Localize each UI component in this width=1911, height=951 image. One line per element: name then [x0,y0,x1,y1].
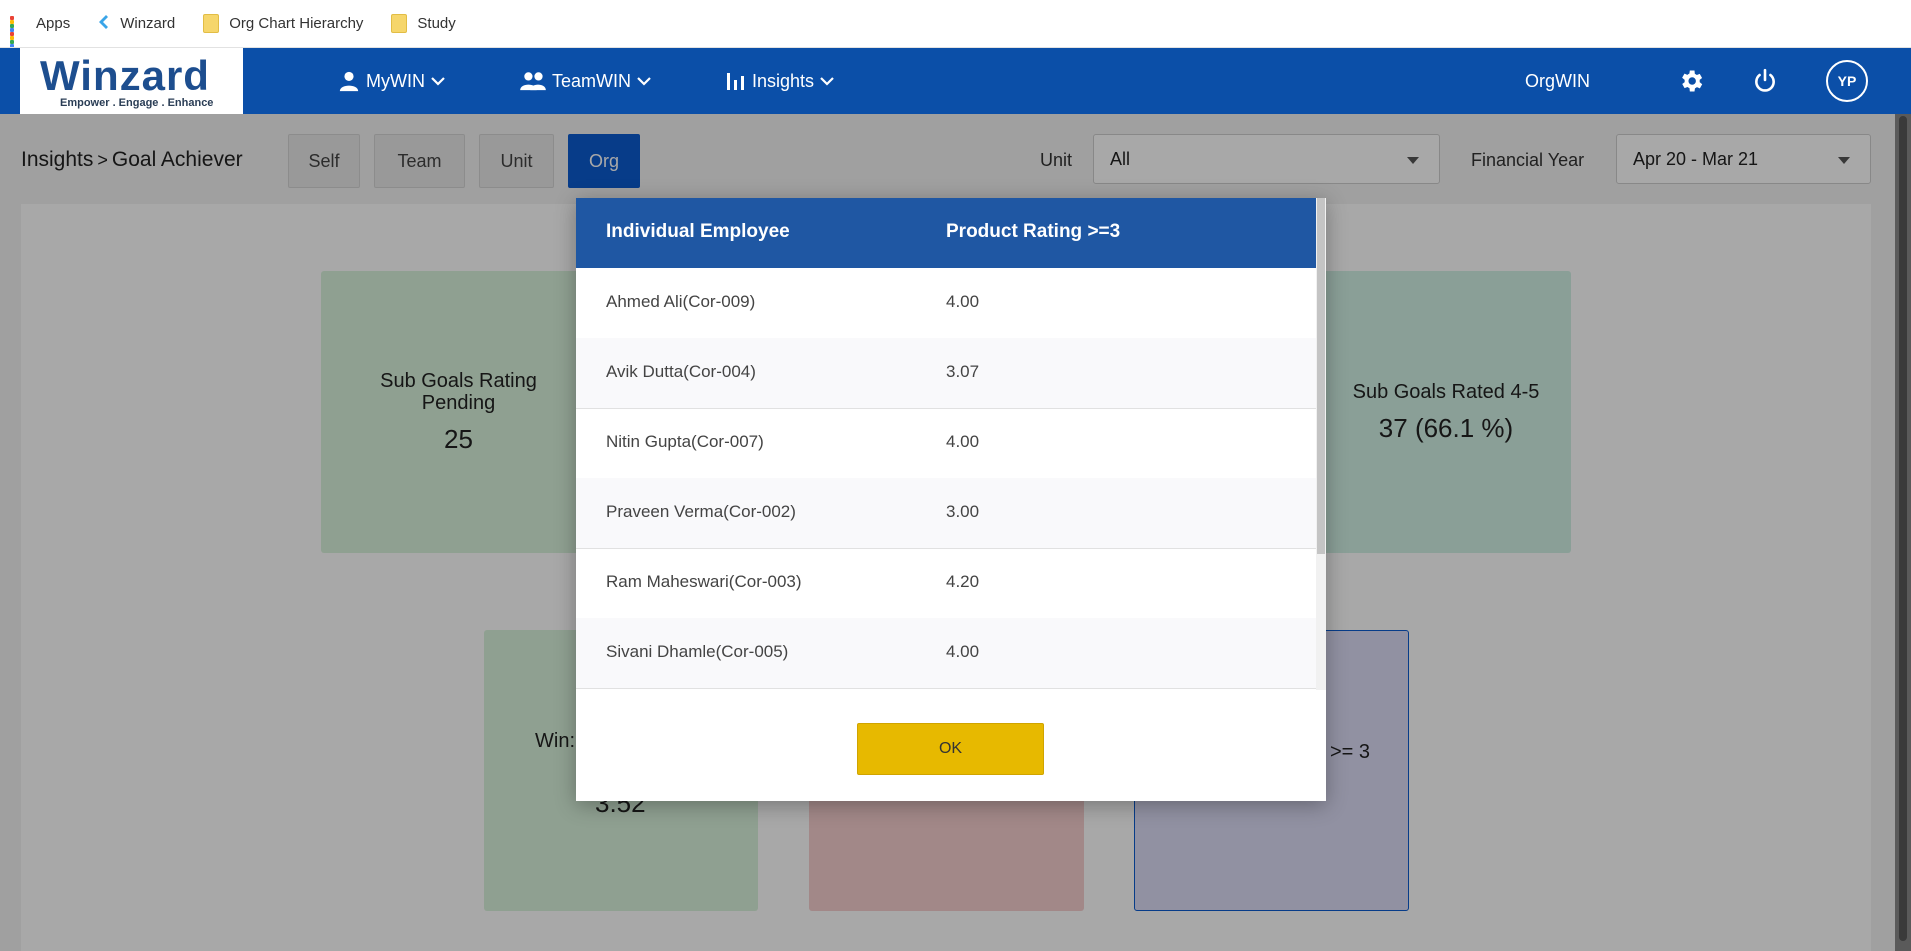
tab-self-label: Self [308,150,340,171]
rating-cell: 4.20 [946,572,980,591]
table-row: Sivani Dhamle(Cor-005) 4.00 [576,618,1316,689]
divider [0,47,1911,48]
winzard-favicon-icon [98,14,110,33]
breadcrumb: Insights > Goal Achiever [21,148,243,172]
column-header-employee: Individual Employee [606,221,790,242]
tab-team[interactable]: Team [374,134,465,188]
card-title: Sub Goals Rated 4-5 [1352,380,1540,403]
bookmarks-bar: Apps Winzard Org Chart Hierarchy Study [0,0,1911,52]
bookmark-apps[interactable]: Apps [10,15,71,52]
folder-icon [391,14,408,33]
gear-icon [1682,70,1703,92]
dropdown-caret-icon [1407,157,1419,164]
logout-button[interactable] [1752,48,1784,114]
tab-unit[interactable]: Unit [479,134,554,188]
page-scrollbar-thumb[interactable] [1899,116,1907,941]
avatar[interactable]: YP [1826,60,1868,102]
person-icon [339,71,359,92]
top-navbar: Winzard Empower . Engage . Enhance MyWIN… [0,48,1911,114]
folder-icon [203,14,220,33]
tab-self[interactable]: Self [288,134,360,188]
employee-rating-dialog: Individual Employee Product Rating >=3 A… [576,198,1326,801]
card-value: 37 (66.1 %) [1378,412,1514,443]
unit-filter-label: Unit [1040,150,1073,170]
column-header-rating: Product Rating >=3 [946,221,1121,242]
financial-year-select[interactable]: Apr 20 - Mar 21 [1616,134,1871,184]
tab-org[interactable]: Org [568,134,640,188]
employee-cell: Avik Dutta(Cor-004) [606,362,756,381]
unit-select-value: All [1110,148,1131,169]
logo-tagline: Empower . Engage . Enhance [60,97,214,109]
bookmark-label: Winzard [120,15,176,32]
bar-chart-icon [727,73,744,90]
table-row: Ahmed Ali(Cor-009) 4.00 [576,268,1316,339]
employee-cell: Praveen Verma(Cor-002) [606,502,796,521]
rating-cell: 3.00 [946,502,980,521]
table-row: Praveen Verma(Cor-002) 3.00 [576,478,1316,549]
avatar-initials: YP [1837,73,1857,89]
card-title: >= 3 [1330,741,1371,763]
employee-rating-table: Individual Employee Product Rating >=3 A… [576,198,1316,690]
breadcrumb-parent[interactable]: Insights [21,148,94,171]
card-value: 25 [444,423,473,454]
tab-team-label: Team [397,150,442,171]
chevron-down-icon [637,77,651,86]
bookmark-label: Org Chart Hierarchy [229,15,364,32]
rating-cell: 4.00 [946,432,980,451]
breadcrumb-current: Goal Achiever [111,148,243,171]
nav-mywin[interactable]: MyWIN [338,48,451,114]
sub-goals-rated-card[interactable]: Sub Goals Rated 4-5 37 (66.1 %) [1321,271,1571,553]
nav-teamwin-label: TeamWIN [552,70,632,91]
bookmark-label: Apps [36,15,71,32]
tab-unit-label: Unit [500,150,533,171]
rating-cell: 3.07 [946,362,980,381]
group-icon [520,72,546,91]
winzard-logo[interactable]: Winzard Empower . Engage . Enhance [20,48,243,114]
page-scrollbar[interactable] [1895,114,1911,951]
apps-grid-icon [10,15,26,52]
sub-goals-pending-card[interactable]: Sub Goals Rating Pending 25 [321,271,596,553]
employee-cell: Sivani Dhamle(Cor-005) [606,642,789,661]
nav-insights-label: Insights [752,70,815,91]
card-title: Sub Goals Rating Pending [380,369,537,414]
ok-button[interactable]: OK [857,723,1044,775]
table-row: Avik Dutta(Cor-004) 3.07 [576,338,1316,409]
financial-year-value: Apr 20 - Mar 21 [1633,148,1759,169]
bookmark-label: Study [417,15,456,32]
table-scrollbar[interactable] [1316,198,1326,690]
dropdown-caret-icon [1838,157,1850,164]
power-icon [1755,68,1775,92]
nav-mywin-label: MyWIN [366,70,425,91]
bookmark-study[interactable]: Study [391,14,456,33]
tab-org-label: Org [588,150,619,171]
nav-insights[interactable]: Insights [726,48,840,114]
nav-orgwin[interactable]: OrgWIN [1525,48,1590,114]
table-scrollbar-thumb[interactable] [1317,198,1325,554]
nav-orgwin-label: OrgWIN [1525,70,1590,91]
nav-teamwin[interactable]: TeamWIN [520,48,657,114]
employee-cell: Ram Maheswari(Cor-003) [606,572,802,591]
ok-button-label: OK [938,740,963,757]
chevron-down-icon [431,77,445,86]
bookmark-org-chart-hierarchy[interactable]: Org Chart Hierarchy [203,14,363,33]
financial-year-label: Financial Year [1471,150,1585,170]
employee-cell: Nitin Gupta(Cor-007) [606,432,764,451]
rating-cell: 4.00 [946,292,980,311]
card-title: Win: [535,730,575,752]
settings-button[interactable] [1677,48,1711,114]
logo-text: Winzard [40,52,210,99]
rating-cell: 4.00 [946,642,980,661]
table-row: Ram Maheswari(Cor-003) 4.20 [576,548,1316,619]
employee-cell: Ahmed Ali(Cor-009) [606,292,756,311]
breadcrumb-separator: > [97,150,108,170]
chevron-down-icon [820,77,834,86]
bookmark-winzard[interactable]: Winzard [98,14,176,33]
table-header: Individual Employee Product Rating >=3 [576,198,1316,268]
unit-select[interactable]: All [1093,134,1440,184]
table-row: Nitin Gupta(Cor-007) 4.00 [576,408,1316,479]
